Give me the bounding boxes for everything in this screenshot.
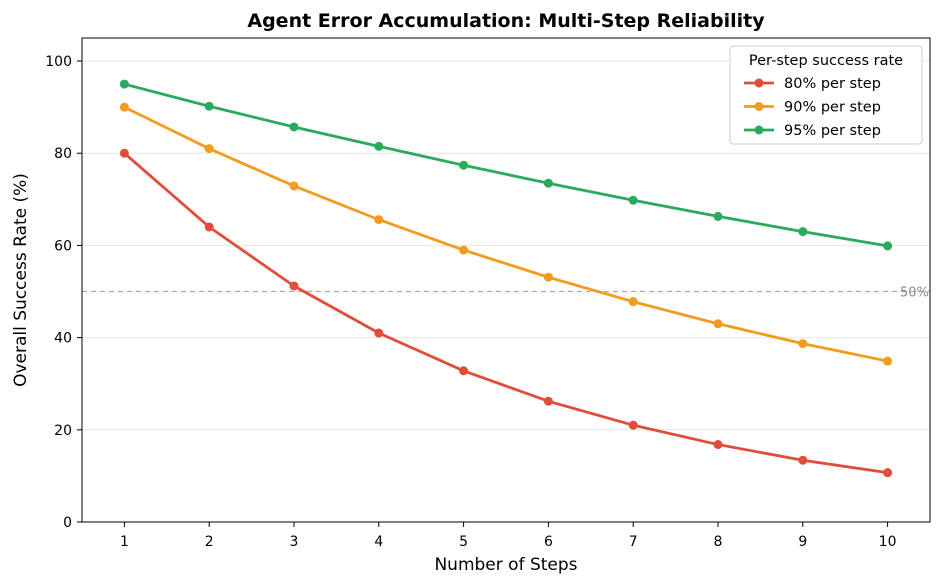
series-line [123,152,888,475]
y-tick-label: 40 [54,331,72,347]
data-point [628,195,638,205]
data-point [204,144,214,154]
data-point [543,396,553,406]
x-tick-label: 3 [290,534,299,550]
data-point [119,79,129,89]
x-tick-label: 5 [459,534,468,550]
data-point [628,420,638,430]
legend-title: Per-step success rate [749,53,903,69]
legend-item: 95% per step [744,123,881,139]
series-group [119,79,893,478]
legend-box [729,45,923,145]
data-point [883,241,893,251]
y-tick-label: 60 [54,238,72,254]
legend-swatch-marker [754,78,764,88]
x-tick-label: 1 [120,534,129,550]
data-point [374,141,384,151]
data-point [289,281,299,291]
y-tick-label: 0 [63,515,72,531]
x-tick-label: 2 [205,534,214,550]
data-point [713,440,723,450]
series-1 [119,148,893,478]
data-point [798,339,808,349]
data-point [459,366,469,376]
x-tick-label: 6 [544,534,553,550]
series-2 [119,102,893,366]
data-point [798,227,808,237]
chart-title: Agent Error Accumulation: Multi-Step Rel… [247,10,765,32]
x-tick-label: 10 [879,534,897,550]
data-point [204,101,214,111]
data-point [713,211,723,221]
series-line [124,82,888,248]
data-point [543,178,553,188]
data-point [204,222,214,232]
data-point [459,245,469,255]
y-tick-label: 80 [54,146,72,162]
data-point [628,297,638,307]
data-point [798,455,808,465]
plot-frame [81,37,931,523]
legend-item: 80% per step [744,76,881,92]
x-axis-label: Number of Steps [434,555,577,575]
data-point [883,468,893,478]
series-line [123,105,888,363]
data-point [459,160,469,170]
legend: Per-step success rate 80% per step 90% pe… [729,45,923,145]
reference-line-group: 50% [82,286,930,301]
x-tick-label: 7 [629,534,638,550]
legend-swatch-marker [754,125,764,135]
y-axis-label: Overall Success Rate (%) [11,173,31,387]
data-point [374,215,384,225]
data-point [289,181,299,191]
data-point [374,328,384,338]
x-tick-label: 9 [798,534,807,550]
data-point [119,102,129,112]
legend-label: 95% per step [784,123,881,139]
y-tick-label: 20 [54,423,72,439]
series-3 [119,79,893,251]
data-point [713,319,723,329]
data-point [289,122,299,132]
legend-item: 90% per step [744,100,881,116]
legend-label: 80% per step [784,76,881,92]
reference-line-label: 50% [900,286,929,301]
data-point [543,272,553,282]
x-tick-label: 4 [374,534,383,550]
x-axis-ticks: 1 2 3 4 5 6 7 8 9 10 [120,522,897,550]
y-tick-label: 100 [45,54,72,70]
y-axis-ticks: 0 20 40 60 80 100 [45,54,82,531]
data-point [883,356,893,366]
data-point [119,148,129,158]
legend-label: 90% per step [784,100,881,116]
x-tick-label: 8 [714,534,723,550]
legend-swatch-marker [754,102,764,111]
